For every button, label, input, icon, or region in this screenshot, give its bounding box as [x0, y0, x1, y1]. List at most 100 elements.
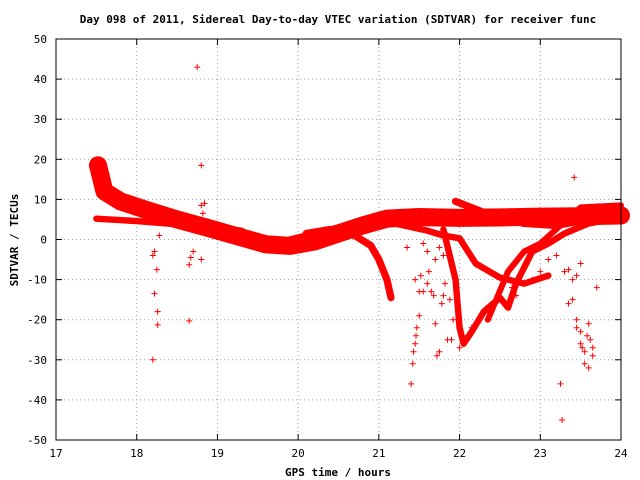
data-point	[573, 324, 580, 331]
data-point	[413, 324, 420, 331]
data-point	[569, 276, 576, 283]
x-tick-label: 23	[534, 447, 547, 460]
data-point	[589, 352, 596, 359]
data-point	[537, 268, 544, 275]
data-point	[420, 288, 427, 295]
data-point	[585, 364, 592, 371]
data-point	[404, 244, 411, 251]
data-point	[198, 202, 205, 209]
data-point	[577, 340, 584, 347]
data-point	[424, 248, 431, 255]
data-point	[438, 300, 445, 307]
data-point	[440, 252, 447, 259]
x-tick-label: 24	[614, 447, 628, 460]
data-point	[561, 268, 568, 275]
data-point	[424, 280, 431, 287]
data-point	[460, 340, 467, 347]
data-point	[446, 296, 453, 303]
data-point	[581, 348, 588, 355]
data-point	[151, 290, 158, 297]
data-point	[593, 284, 600, 291]
data-bands	[88, 156, 631, 347]
y-tick-label: -30	[27, 354, 47, 367]
data-point	[430, 292, 437, 299]
y-tick-label: 30	[34, 113, 47, 126]
data-point	[412, 340, 419, 347]
y-tick-label: -50	[27, 434, 47, 447]
chart-title: Day 098 of 2011, Sidereal Day-to-day VTE…	[80, 13, 597, 26]
data-point	[529, 276, 536, 283]
data-point	[156, 232, 163, 239]
data-point	[589, 344, 596, 351]
data-point	[577, 260, 584, 267]
x-tick-label: 19	[211, 447, 224, 460]
data-band	[278, 220, 552, 287]
data-point	[186, 317, 193, 324]
data-point	[468, 324, 475, 331]
x-tick-label: 20	[292, 447, 305, 460]
data-point	[581, 360, 588, 367]
data-point	[573, 272, 580, 279]
data-point	[513, 292, 520, 299]
data-point	[432, 256, 439, 263]
data-point	[577, 328, 584, 335]
data-point	[149, 252, 156, 259]
axis-ticks: 17 18 19 20 21 22 23 24 -50 -40 -30 -20 -10 0 10 20 30 40…	[27, 33, 628, 460]
data-point	[587, 336, 594, 343]
data-point	[416, 312, 423, 319]
data-point	[199, 210, 206, 217]
data-point	[412, 332, 419, 339]
y-tick-label: 40	[34, 73, 47, 86]
data-point	[569, 296, 576, 303]
x-tick-label: 18	[130, 447, 143, 460]
y-tick-label: -10	[27, 274, 47, 287]
data-point	[433, 352, 440, 359]
y-tick-label: -40	[27, 394, 47, 407]
data-point	[456, 344, 463, 351]
data-point	[428, 288, 435, 295]
data-point	[154, 308, 161, 315]
data-point	[410, 348, 417, 355]
data-point	[201, 200, 208, 207]
data-point	[436, 348, 443, 355]
data-point	[444, 336, 451, 343]
data-point	[186, 261, 193, 268]
data-point	[190, 248, 197, 255]
data-point	[154, 321, 161, 328]
data-point	[149, 356, 156, 363]
data-point	[436, 244, 443, 251]
x-axis-title: GPS time / hours	[285, 466, 391, 479]
data-point	[432, 320, 439, 327]
data-point	[565, 266, 572, 273]
data-points	[149, 64, 600, 423]
data-point	[417, 272, 424, 279]
data-point	[464, 332, 471, 339]
data-point	[444, 232, 451, 239]
data-point	[198, 162, 205, 169]
data-point	[420, 240, 427, 247]
y-tick-label: 50	[34, 33, 47, 46]
data-point	[559, 416, 566, 423]
data-point	[553, 252, 560, 259]
data-point	[565, 300, 572, 307]
x-tick-label: 22	[453, 447, 466, 460]
data-point	[557, 380, 564, 387]
data-point	[409, 360, 416, 367]
data-point	[509, 284, 516, 291]
data-point	[571, 174, 578, 181]
data-point	[584, 332, 591, 339]
y-tick-label: 10	[34, 193, 47, 206]
x-tick-label: 17	[49, 447, 62, 460]
data-point	[573, 316, 580, 323]
data-point	[440, 292, 447, 299]
y-tick-label: 20	[34, 153, 47, 166]
data-point	[408, 380, 415, 387]
data-point	[425, 268, 432, 275]
data-point	[412, 276, 419, 283]
data-point	[187, 254, 194, 261]
data-band	[440, 214, 625, 347]
data-point	[151, 248, 158, 255]
y-tick-label: 0	[40, 234, 47, 247]
y-axis-title: SDTVAR / TECUs	[8, 194, 21, 287]
